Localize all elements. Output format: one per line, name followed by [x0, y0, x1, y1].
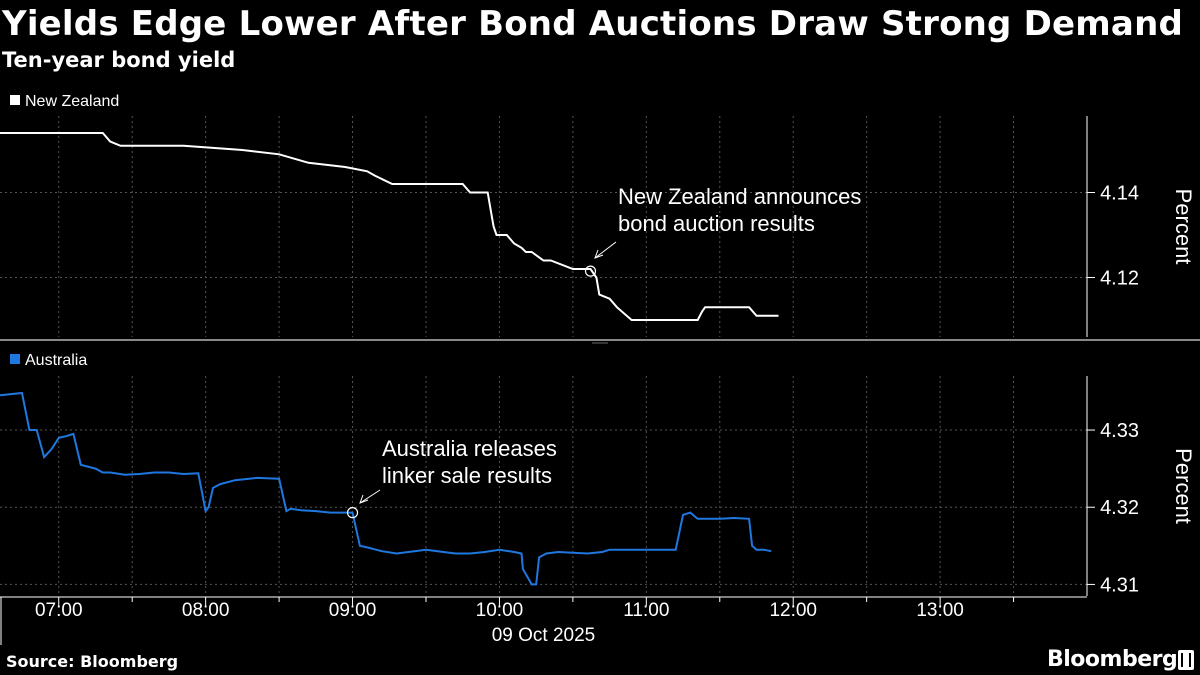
annotation-text: New Zealand announces	[618, 184, 861, 209]
y-tick-label: 4.31	[1100, 574, 1139, 596]
y-tick-label: 4.32	[1100, 497, 1139, 519]
annotation-text: Australia releases	[382, 436, 557, 461]
y-axis-label: Percent	[1171, 189, 1196, 265]
annotation-marker	[584, 265, 597, 277]
annotation-text: bond auction results	[618, 211, 815, 236]
legend-swatch	[10, 95, 20, 105]
annotation-arrowhead	[594, 249, 604, 259]
y-tick-label: 4.14	[1100, 183, 1139, 205]
y-tick-label: 4.12	[1100, 268, 1139, 290]
chart-title: Yields Edge Lower After Bond Auctions Dr…	[2, 4, 1184, 44]
y-axis-label: Percent	[1171, 448, 1196, 524]
source-note: Source: Bloomberg	[6, 652, 179, 671]
annotation-arrow	[594, 241, 617, 259]
brand-logo: Bloomberg	[1047, 647, 1178, 672]
chart-subtitle: Ten-year bond yield	[2, 48, 236, 72]
y-tick-label: 4.33	[1100, 420, 1139, 442]
annotation-arrowhead	[359, 494, 369, 504]
x-date-label: 09 Oct 2025	[492, 625, 596, 646]
au-yield-line	[0, 391, 772, 586]
annotation-arrow	[359, 489, 381, 504]
legend-swatch	[10, 354, 20, 364]
legend-label: Australia	[25, 352, 87, 369]
nz-yield-line	[0, 132, 779, 321]
annotation-text: linker sale results	[382, 463, 552, 488]
x-tick-label: 09:00	[329, 600, 377, 621]
x-tick-label: 11:00	[623, 600, 669, 621]
x-tick-label: 13:00	[916, 600, 964, 621]
bloomberg-terminal-icon	[1178, 650, 1194, 670]
x-tick-label: 12:00	[769, 600, 817, 621]
annotation-marker	[346, 507, 359, 519]
legend-label: New Zealand	[25, 93, 119, 110]
x-tick-label: 10:00	[476, 600, 524, 621]
x-tick-label: 07:00	[35, 600, 83, 621]
x-tick-label: 08:00	[182, 600, 230, 621]
